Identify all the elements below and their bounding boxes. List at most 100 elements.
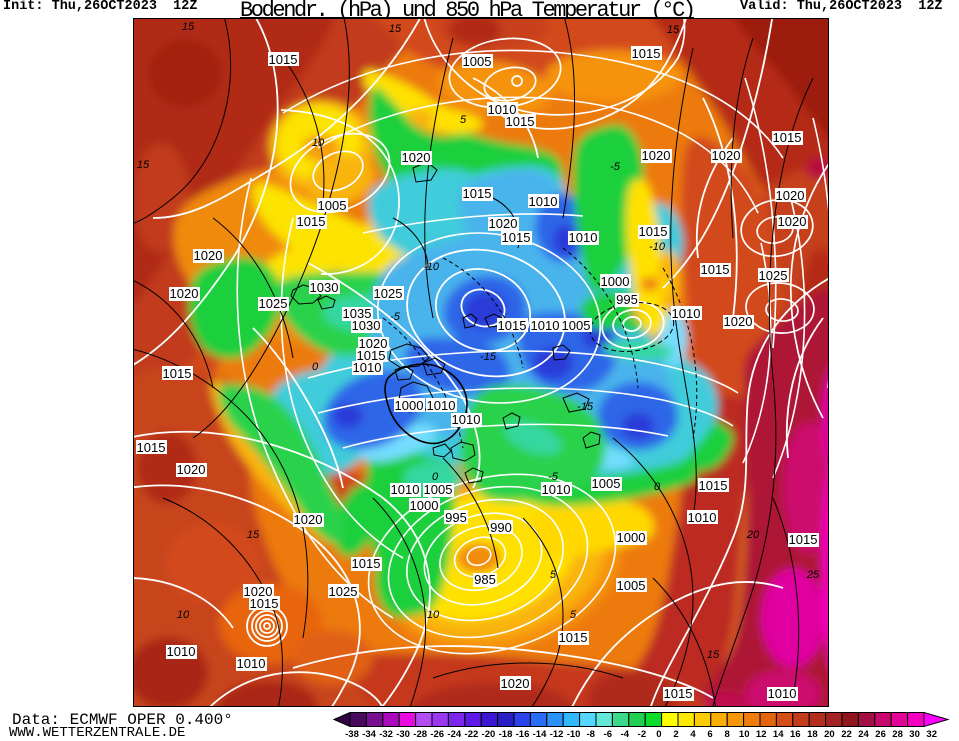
svg-text:20: 20 [746,529,760,541]
svg-text:12: 12 [756,729,767,740]
svg-text:1010: 1010 [167,644,196,659]
svg-text:-20: -20 [482,729,496,740]
svg-text:5: 5 [570,609,577,621]
svg-text:15: 15 [667,24,680,36]
svg-text:-18: -18 [499,729,513,740]
svg-text:15: 15 [247,529,260,541]
svg-text:1010: 1010 [542,482,571,497]
svg-text:1025: 1025 [259,296,288,311]
svg-text:1020: 1020 [244,584,273,599]
svg-text:-2: -2 [638,729,646,740]
svg-text:1010: 1010 [237,656,266,671]
svg-text:1015: 1015 [773,130,802,145]
svg-text:1015: 1015 [664,686,693,701]
svg-text:6: 6 [707,729,712,740]
svg-text:-6: -6 [604,729,612,740]
svg-text:10: 10 [739,729,750,740]
svg-text:-26: -26 [430,729,444,740]
svg-text:1005: 1005 [463,54,492,69]
svg-text:1015: 1015 [639,224,668,239]
svg-text:1010: 1010 [391,482,420,497]
svg-text:1020: 1020 [778,214,807,229]
svg-text:1005: 1005 [592,476,621,491]
svg-text:-5: -5 [390,311,401,323]
svg-text:22: 22 [841,729,852,740]
svg-text:1015: 1015 [632,46,661,61]
svg-text:1000: 1000 [410,498,439,513]
svg-text:0: 0 [312,361,319,373]
svg-text:8: 8 [724,729,729,740]
svg-text:990: 990 [490,520,512,535]
svg-text:1010: 1010 [768,686,797,701]
svg-text:1020: 1020 [402,150,431,165]
svg-text:15: 15 [389,23,402,35]
svg-text:1005: 1005 [562,318,591,333]
svg-text:5: 5 [550,569,557,581]
svg-text:15: 15 [137,159,150,171]
svg-text:18: 18 [807,729,818,740]
svg-text:1015: 1015 [463,186,492,201]
svg-text:10: 10 [177,609,190,621]
svg-text:-10: -10 [567,729,581,740]
svg-text:1005: 1005 [424,482,453,497]
svg-text:-32: -32 [379,729,393,740]
svg-text:1015: 1015 [701,262,730,277]
svg-text:1025: 1025 [759,268,788,283]
svg-text:-14: -14 [533,729,547,740]
svg-text:5: 5 [460,114,467,126]
svg-text:16: 16 [790,729,801,740]
svg-text:-8: -8 [586,729,594,740]
svg-text:1000: 1000 [617,530,646,545]
svg-text:10: 10 [312,137,325,149]
svg-text:1015: 1015 [137,440,166,455]
svg-text:30: 30 [909,729,920,740]
svg-text:1020: 1020 [170,286,199,301]
svg-text:4: 4 [690,729,696,740]
svg-text:14: 14 [773,729,784,740]
svg-text:28: 28 [892,729,903,740]
svg-text:1030: 1030 [352,318,381,333]
svg-text:0: 0 [654,481,661,493]
svg-text:1035: 1035 [343,306,372,321]
svg-text:10: 10 [427,609,440,621]
svg-text:1020: 1020 [177,462,206,477]
svg-text:1015: 1015 [506,114,535,129]
svg-text:1010: 1010 [488,102,517,117]
svg-text:1010: 1010 [353,360,382,375]
svg-text:1000: 1000 [395,398,424,413]
svg-text:1020: 1020 [724,314,753,329]
svg-text:1020: 1020 [359,336,388,351]
svg-text:2: 2 [673,729,678,740]
svg-text:-24: -24 [447,729,461,740]
svg-text:1000: 1000 [601,274,630,289]
svg-text:-22: -22 [465,729,479,740]
svg-text:1015: 1015 [789,532,818,547]
svg-text:1020: 1020 [194,248,223,263]
svg-text:32: 32 [926,729,937,740]
svg-text:24: 24 [858,729,869,740]
svg-text:-10: -10 [423,261,440,273]
svg-text:1015: 1015 [559,630,588,645]
svg-text:985: 985 [474,572,496,587]
svg-text:-4: -4 [621,729,630,740]
svg-text:1005: 1005 [318,198,347,213]
svg-text:-5: -5 [548,471,559,483]
svg-text:15: 15 [707,649,720,661]
svg-text:1015: 1015 [498,318,527,333]
svg-text:-5: -5 [610,161,621,173]
svg-text:-28: -28 [413,729,427,740]
svg-text:-15: -15 [480,351,497,363]
svg-text:1015: 1015 [297,214,326,229]
svg-text:1010: 1010 [688,510,717,525]
svg-text:1010: 1010 [529,194,558,209]
svg-text:1010: 1010 [672,306,701,321]
svg-text:1030: 1030 [310,280,339,295]
svg-text:1015: 1015 [502,230,531,245]
svg-text:1025: 1025 [329,584,358,599]
svg-text:-38: -38 [345,729,359,740]
svg-text:1010: 1010 [569,230,598,245]
svg-text:-10: -10 [649,241,666,253]
svg-text:1025: 1025 [374,286,403,301]
svg-text:-16: -16 [516,729,530,740]
svg-text:-30: -30 [396,729,410,740]
